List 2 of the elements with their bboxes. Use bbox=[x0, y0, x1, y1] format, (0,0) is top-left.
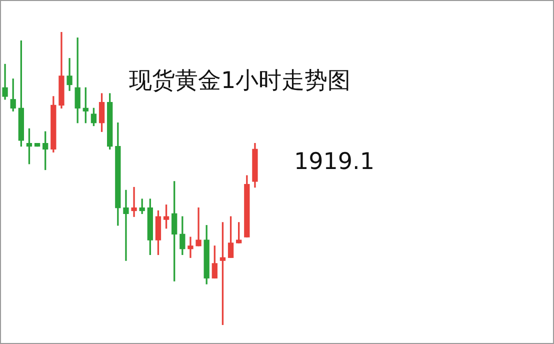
text: 现货黄金1小时走势图 bbox=[129, 67, 351, 96]
text: 1919.1 bbox=[294, 149, 374, 175]
